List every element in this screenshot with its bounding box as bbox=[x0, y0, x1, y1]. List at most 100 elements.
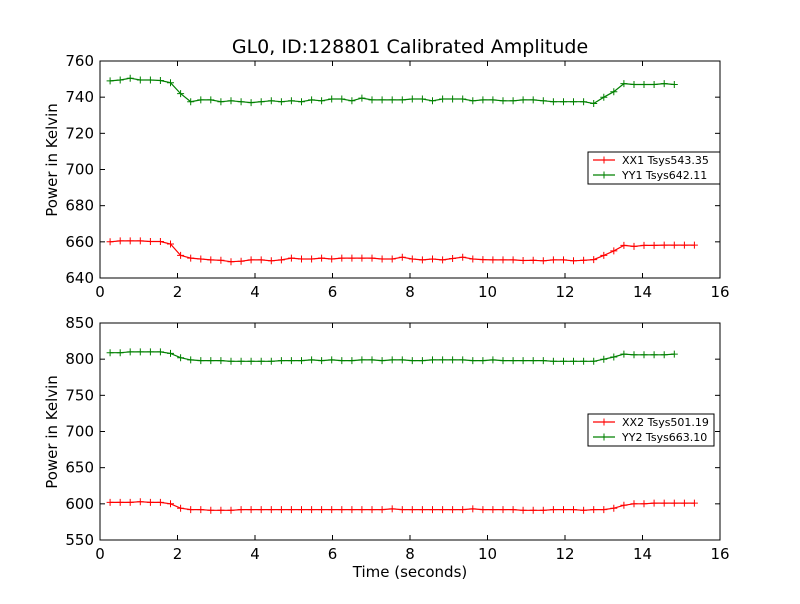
x-tick-label: 8 bbox=[405, 545, 415, 563]
data-point bbox=[429, 97, 436, 105]
x-tick-label: 2 bbox=[173, 545, 183, 563]
legend-marker bbox=[600, 433, 608, 441]
data-point bbox=[660, 499, 668, 507]
data-point bbox=[640, 81, 648, 88]
x-tick-label: 6 bbox=[328, 545, 338, 563]
data-point bbox=[287, 506, 295, 514]
data-point bbox=[610, 353, 618, 361]
data-point bbox=[378, 506, 386, 514]
data-point bbox=[459, 253, 467, 261]
x-tick-label: 16 bbox=[710, 283, 729, 301]
y-tick-label: 800 bbox=[65, 350, 94, 368]
data-point bbox=[388, 505, 396, 513]
data-point bbox=[257, 98, 265, 106]
data-point bbox=[519, 357, 527, 365]
data-point bbox=[670, 81, 678, 88]
data-point bbox=[398, 253, 406, 261]
data-point bbox=[167, 79, 174, 87]
data-point bbox=[418, 357, 426, 365]
data-point bbox=[529, 506, 537, 514]
data-point bbox=[398, 356, 406, 364]
data-point bbox=[287, 97, 295, 105]
data-point bbox=[620, 350, 628, 358]
data-point bbox=[328, 95, 336, 103]
data-point bbox=[499, 256, 507, 264]
data-point bbox=[227, 357, 235, 365]
data-point bbox=[418, 256, 426, 264]
y-tick-label: 700 bbox=[65, 161, 94, 179]
data-point bbox=[650, 499, 658, 507]
data-point bbox=[549, 98, 557, 106]
data-point bbox=[358, 356, 366, 364]
data-point bbox=[610, 88, 618, 96]
data-point bbox=[298, 98, 305, 106]
data-point bbox=[197, 506, 205, 514]
data-point bbox=[298, 357, 305, 365]
data-point bbox=[499, 97, 507, 105]
data-point bbox=[338, 506, 346, 514]
data-point bbox=[580, 256, 588, 264]
data-point bbox=[670, 241, 678, 249]
data-point bbox=[499, 506, 507, 514]
data-point bbox=[630, 351, 638, 359]
data-point bbox=[439, 256, 447, 264]
data-point bbox=[690, 499, 698, 507]
data-point bbox=[439, 356, 447, 364]
data-point bbox=[247, 506, 255, 514]
data-point bbox=[156, 348, 164, 356]
data-point bbox=[197, 357, 205, 365]
data-point bbox=[388, 356, 396, 364]
data-point bbox=[298, 255, 305, 263]
data-point bbox=[368, 96, 376, 104]
data-point bbox=[600, 506, 608, 514]
data-point bbox=[368, 356, 376, 364]
data-point bbox=[590, 256, 598, 264]
data-point bbox=[539, 97, 547, 105]
data-point bbox=[358, 94, 366, 102]
data-point bbox=[549, 256, 557, 264]
data-point bbox=[116, 237, 124, 245]
data-point bbox=[298, 506, 305, 514]
data-point bbox=[590, 357, 598, 365]
data-point bbox=[449, 356, 457, 364]
data-point bbox=[368, 506, 376, 514]
legend-entry: XX2 Tsys501.19 bbox=[622, 416, 709, 429]
data-point bbox=[449, 255, 457, 262]
legend-marker bbox=[600, 156, 608, 164]
data-point bbox=[489, 356, 497, 364]
data-point bbox=[398, 506, 406, 514]
data-point bbox=[650, 351, 658, 359]
y-tick-label: 680 bbox=[65, 197, 94, 215]
data-point bbox=[257, 256, 265, 264]
x-tick-label: 0 bbox=[95, 545, 105, 563]
x-tick-label: 10 bbox=[478, 545, 497, 563]
data-point bbox=[348, 254, 356, 262]
chart-title: GL0, ID:128801 Calibrated Amplitude bbox=[232, 36, 588, 58]
panel-1: 0 2 4 6 8 10 12 14 16 640 660 680 700 720 740 760 XX1 Ts… bbox=[65, 52, 730, 301]
data-point bbox=[106, 77, 114, 85]
data-point bbox=[429, 356, 436, 364]
data-point bbox=[479, 357, 487, 365]
data-point bbox=[237, 357, 245, 365]
data-point bbox=[177, 90, 185, 98]
data-point bbox=[358, 254, 366, 262]
data-point bbox=[459, 356, 467, 364]
data-point bbox=[217, 256, 225, 264]
data-point bbox=[429, 506, 436, 514]
y-tick-label: 700 bbox=[65, 423, 94, 441]
data-point bbox=[519, 96, 527, 104]
data-point bbox=[126, 498, 134, 506]
y-tick-label: 640 bbox=[65, 269, 94, 287]
data-point bbox=[509, 97, 517, 105]
data-point bbox=[610, 504, 618, 512]
x-tick-label: 2 bbox=[173, 283, 183, 301]
data-point bbox=[146, 76, 154, 84]
data-point bbox=[308, 506, 316, 514]
legend-marker bbox=[600, 171, 608, 179]
data-point bbox=[489, 96, 497, 104]
data-point bbox=[570, 506, 577, 514]
data-point bbox=[308, 255, 316, 263]
y-axis-label-top: Power in Kelvin bbox=[43, 103, 61, 217]
data-point bbox=[479, 256, 487, 264]
